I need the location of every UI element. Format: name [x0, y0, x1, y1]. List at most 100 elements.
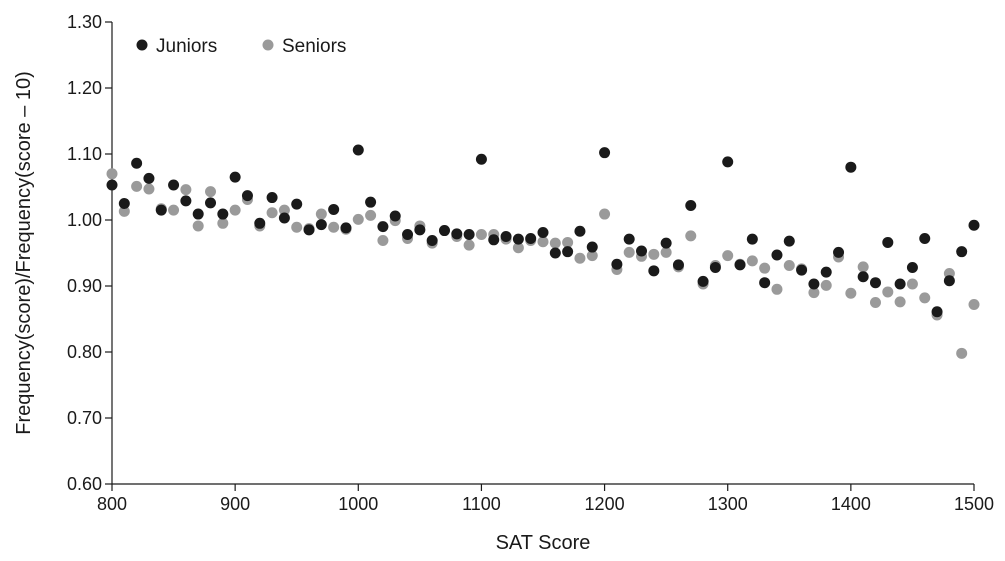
y-tick-label: 0.70 [67, 408, 102, 428]
point-juniors [229, 171, 241, 183]
point-juniors [746, 233, 758, 245]
x-tick-label: 1100 [462, 494, 501, 514]
point-juniors [402, 229, 414, 241]
point-seniors [869, 297, 881, 308]
point-juniors [759, 277, 771, 289]
point-seniors [906, 278, 918, 290]
point-juniors [611, 258, 623, 270]
point-juniors [734, 259, 746, 271]
point-juniors [426, 234, 438, 246]
point-juniors [968, 219, 980, 231]
point-juniors [574, 225, 586, 237]
point-juniors [906, 262, 918, 274]
x-tick-label: 1200 [585, 494, 625, 514]
point-juniors [278, 212, 290, 224]
point-seniors [894, 296, 906, 308]
point-seniors [845, 287, 857, 299]
point-juniors [328, 203, 340, 215]
x-ticks: 800 900 1000 1100 1200 1300 1400 1500 [97, 484, 994, 514]
data-points [106, 144, 980, 359]
point-juniors [143, 172, 155, 184]
point-juniors [365, 196, 377, 208]
x-axis-title: SAT Score [496, 532, 591, 554]
point-juniors [919, 232, 931, 244]
point-juniors [241, 190, 253, 202]
point-seniors [143, 183, 155, 195]
point-seniors [118, 205, 130, 217]
point-seniors [475, 229, 487, 241]
point-juniors [549, 247, 561, 259]
point-seniors [180, 184, 192, 196]
point-juniors [943, 275, 955, 287]
point-seniors [278, 204, 290, 216]
point-seniors [722, 250, 734, 262]
x-tick-label: 1300 [708, 494, 748, 514]
point-juniors [537, 227, 549, 239]
point-juniors [857, 271, 869, 283]
point-juniors [697, 275, 709, 287]
y-tick-label: 1.30 [67, 12, 102, 32]
point-juniors [118, 198, 130, 209]
point-juniors [205, 197, 217, 209]
point-seniors [623, 246, 635, 258]
point-juniors [438, 225, 450, 237]
point-seniors [328, 221, 340, 233]
point-juniors [931, 306, 943, 318]
point-seniors [192, 220, 204, 232]
point-seniors [968, 298, 980, 310]
point-juniors [180, 195, 192, 207]
point-juniors [722, 156, 734, 168]
x-tick-label: 800 [97, 494, 127, 514]
point-seniors [352, 213, 364, 225]
point-juniors [660, 237, 672, 249]
legend-marker-juniors [136, 39, 148, 51]
point-seniors [574, 252, 586, 264]
point-juniors [106, 179, 118, 191]
point-juniors [512, 233, 524, 245]
point-juniors [894, 278, 906, 290]
point-juniors [636, 245, 648, 257]
point-juniors [377, 221, 389, 233]
point-seniors [131, 180, 143, 192]
point-seniors [168, 204, 180, 216]
point-juniors [685, 199, 697, 211]
point-juniors [254, 217, 266, 229]
point-seniors [291, 221, 303, 233]
point-juniors [820, 266, 832, 278]
point-seniors [549, 237, 561, 249]
point-seniors [685, 230, 697, 242]
point-seniors [599, 208, 611, 220]
point-seniors [771, 283, 783, 295]
point-juniors [672, 259, 684, 271]
point-juniors [266, 192, 278, 204]
point-seniors [648, 248, 660, 260]
point-juniors [783, 235, 795, 247]
y-axis-title: Frequency(score)/Frequency(score – 10) [13, 71, 35, 434]
point-seniors [820, 279, 832, 291]
point-juniors [796, 264, 808, 276]
point-juniors [155, 204, 167, 216]
point-seniors [266, 207, 278, 219]
legend: Juniors Seniors [136, 36, 346, 57]
x-tick-label: 1000 [338, 494, 378, 514]
point-juniors [599, 147, 611, 159]
point-seniors [229, 204, 241, 216]
y-tick-label: 1.00 [67, 210, 102, 230]
x-tick-label: 1400 [831, 494, 871, 514]
point-juniors [488, 234, 500, 246]
y-tick-label: 1.20 [67, 78, 102, 98]
point-juniors [808, 278, 820, 290]
point-seniors [365, 209, 377, 221]
point-seniors [919, 292, 931, 304]
point-juniors [586, 241, 598, 253]
point-seniors [586, 250, 598, 262]
point-seniors [463, 239, 475, 251]
point-juniors [340, 222, 352, 234]
point-seniors [537, 236, 549, 248]
legend-label-juniors: Juniors [156, 36, 217, 57]
y-tick-label: 0.60 [67, 474, 102, 494]
point-juniors [131, 157, 143, 169]
point-seniors [746, 255, 758, 267]
point-juniors [525, 232, 537, 244]
point-juniors [882, 236, 894, 248]
